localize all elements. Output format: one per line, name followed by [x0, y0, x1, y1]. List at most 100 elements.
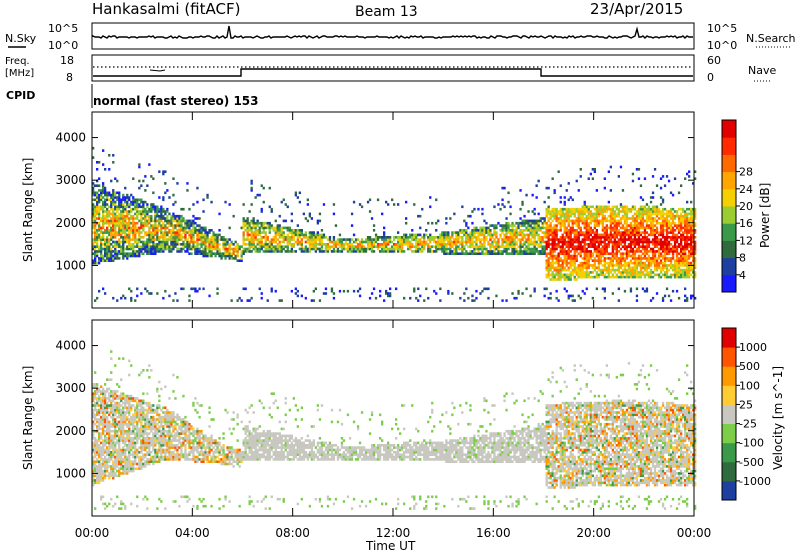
heatmap-cell [603, 214, 606, 218]
heatmap-cell [631, 266, 635, 270]
heatmap-cell [214, 254, 217, 258]
heatmap-cell [647, 264, 651, 267]
heatmap-cell [368, 245, 372, 248]
heatmap-cell [455, 240, 458, 244]
heatmap-cell [112, 191, 115, 195]
heatmap-cell [104, 469, 107, 473]
heatmap-cell [659, 214, 663, 218]
heatmap-cell [595, 245, 598, 248]
heatmap-cell [645, 257, 649, 260]
heatmap-cell [172, 229, 175, 232]
heatmap-cell [511, 236, 514, 239]
heatmap-cell [364, 238, 368, 241]
heatmap-cell [356, 247, 360, 251]
heatmap-cell [497, 247, 500, 251]
heatmap-cell [228, 257, 231, 260]
heatmap-cell [595, 214, 598, 218]
heatmap-cell [130, 296, 133, 300]
heatmap-cell [182, 243, 185, 246]
heatmap-cell [473, 247, 476, 251]
heatmap-cell [663, 275, 667, 279]
heatmap-cell [595, 238, 598, 241]
heatmap-cell [294, 240, 297, 244]
heatmap-cell [92, 415, 95, 419]
heatmap-cell [100, 451, 103, 454]
heatmap-cell [593, 221, 596, 225]
heatmap-cell [639, 261, 643, 265]
heatmap-cell [519, 233, 522, 237]
heatmap-cell [278, 231, 281, 234]
heatmap-cell [98, 448, 101, 452]
heatmap-cell [563, 229, 566, 232]
heatmap-cell [665, 212, 669, 216]
heatmap-cell [645, 214, 649, 218]
heatmap-cell [561, 238, 564, 241]
heatmap-cell [262, 224, 265, 227]
heatmap-cell [661, 198, 665, 202]
heatmap-cell [591, 252, 594, 255]
heatmap-cell [310, 217, 313, 220]
heatmap-cell [158, 229, 161, 232]
heatmap-cell [631, 172, 635, 176]
heatmap-cell [94, 252, 97, 255]
heatmap-cell [208, 231, 211, 234]
heatmap-cell [282, 233, 285, 237]
heatmap-cell [647, 250, 651, 253]
heatmap-cell [100, 399, 103, 403]
heatmap-cell [152, 224, 155, 227]
heatmap-cell [196, 245, 199, 248]
heatmap-cell [469, 252, 472, 255]
heatmap-cell [366, 247, 370, 251]
heatmap-cell [122, 217, 125, 220]
heatmap-cell [104, 429, 107, 433]
heatmap-cell [471, 229, 474, 232]
heatmap-cell [497, 240, 500, 244]
heatmap-cell [690, 273, 693, 277]
heatmap-cell [465, 287, 468, 291]
heatmap-cell [501, 224, 504, 227]
heatmap-cell [218, 229, 221, 232]
heatmap-cell [300, 245, 303, 248]
heatmap-cell [694, 261, 697, 265]
heatmap-cell [682, 236, 685, 239]
heatmap-cell [611, 275, 614, 279]
heatmap-cell [182, 247, 185, 251]
heatmap-cell [567, 245, 570, 248]
heatmap-cell [234, 257, 237, 260]
heatmap-cell [545, 264, 548, 267]
heatmap-cell [397, 243, 400, 246]
heatmap-cell [118, 250, 121, 253]
heatmap-cell [260, 247, 263, 251]
heatmap-cell [162, 250, 165, 253]
heatmap-cell [601, 233, 604, 237]
heatmap-cell [441, 233, 444, 237]
heatmap-cell [162, 170, 165, 173]
heatmap-cell [680, 257, 683, 260]
heatmap-cell [519, 231, 522, 234]
heatmap-cell [266, 221, 269, 225]
heatmap-cell [667, 259, 671, 262]
heatmap-cell [94, 413, 97, 417]
heatmap-cell [694, 252, 697, 255]
heatmap-cell [549, 238, 552, 241]
heatmap-cell [112, 229, 115, 232]
heatmap-cell [631, 207, 635, 211]
heatmap-cell [112, 240, 115, 244]
heatmap-cell [374, 296, 378, 300]
heatmap-cell [360, 245, 364, 248]
freq-unit-label: [MHz] [5, 68, 34, 79]
heatmap-cell [160, 210, 163, 213]
heatmap-cell [350, 212, 354, 216]
heatmap-cell [677, 207, 681, 211]
heatmap-cell [505, 252, 508, 255]
heatmap-cell [116, 198, 119, 202]
heatmap-cell [126, 200, 129, 204]
heatmap-cell [98, 245, 101, 248]
heatmap-cell [471, 294, 474, 298]
heatmap-cell [569, 278, 572, 281]
heatmap-cell [692, 275, 695, 279]
heatmap-cell [615, 259, 618, 262]
heatmap-cell [104, 219, 107, 223]
heatmap-cell [136, 243, 139, 246]
heatmap-cell [98, 390, 101, 393]
